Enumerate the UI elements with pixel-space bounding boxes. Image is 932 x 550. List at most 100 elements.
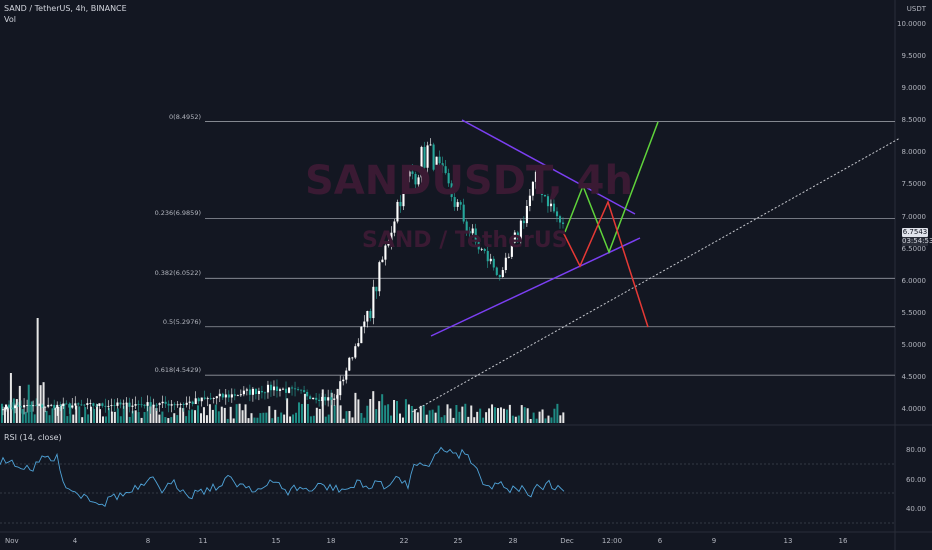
volume-bar: [259, 413, 262, 423]
dotted-support-trendline[interactable]: [411, 137, 901, 413]
volume-bar: [330, 392, 333, 423]
volume-bar: [559, 415, 562, 423]
volume-bar: [437, 405, 440, 423]
candle-body: [20, 406, 23, 408]
fib-level-label: 0.618(4.5429): [154, 366, 201, 375]
watermark-symbol: SANDUSDT, 4h: [305, 158, 633, 204]
candle-body: [275, 386, 279, 391]
candle-body: [339, 381, 342, 396]
volume-bar: [54, 407, 57, 423]
candle-body: [125, 402, 128, 404]
candle-body: [285, 388, 288, 393]
volume-bar: [173, 413, 176, 423]
volume-bar: [494, 407, 497, 423]
volume-bar: [455, 405, 458, 423]
candle-body: [158, 403, 161, 405]
candle-body: [504, 257, 507, 271]
candle-body: [134, 404, 137, 406]
volume-bar: [401, 417, 404, 423]
candle-body: [444, 166, 447, 174]
volume-bar: [256, 417, 259, 423]
candle-body: [152, 404, 155, 407]
volume-bar: [69, 403, 72, 423]
volume-bar: [214, 404, 217, 423]
triangle-upper-trendline[interactable]: [461, 119, 636, 215]
candle-body: [11, 407, 14, 409]
volume-bar: [164, 417, 167, 423]
candle-body: [101, 403, 104, 406]
symbol-title[interactable]: SAND / TetherUS, 4h, BINANCE: [4, 4, 127, 13]
candle-body: [429, 144, 432, 146]
time-tick: 18: [326, 537, 336, 545]
candle-body: [209, 398, 212, 400]
candle-body: [471, 228, 474, 234]
rsi-line: [0, 446, 565, 508]
volume-bar: [404, 399, 407, 423]
candle-body: [59, 404, 62, 406]
volume-bar: [18, 385, 21, 423]
volume-bar: [369, 398, 372, 423]
volume-bar: [158, 414, 161, 423]
volume-bar: [443, 415, 446, 423]
candle-body: [420, 146, 423, 178]
candle-body: [555, 211, 559, 217]
volume-bar: [134, 410, 137, 423]
candle-body: [513, 232, 516, 243]
volume-indicator-label[interactable]: Vol: [4, 15, 16, 24]
fibonacci-levels[interactable]: [205, 121, 895, 376]
volume-bar: [407, 404, 410, 423]
candle-body: [206, 398, 209, 400]
volume-bar: [348, 411, 351, 423]
candle-body: [354, 346, 357, 358]
triangle-lower-trendline[interactable]: [430, 237, 641, 337]
volume-bar: [345, 411, 348, 423]
volume-bar: [15, 399, 18, 423]
volume-bar: [298, 402, 300, 423]
volume-bar: [167, 418, 170, 423]
volume-bar: [3, 407, 6, 423]
candle-body: [215, 396, 218, 399]
volume-bar: [292, 414, 295, 423]
candle-body: [327, 397, 330, 401]
candle-body: [263, 392, 267, 394]
candle-body: [74, 403, 77, 406]
candle-body: [291, 387, 294, 389]
bullish-projection-path[interactable]: [564, 121, 659, 255]
candle-body: [381, 259, 384, 263]
volume-bar: [182, 408, 185, 423]
candle-body: [540, 184, 544, 195]
volume-bar: [295, 412, 298, 423]
candle-body: [525, 206, 528, 224]
fib-level-label: 0(8.4952): [169, 112, 201, 121]
candle-body: [468, 231, 471, 234]
candle-body: [35, 405, 38, 407]
fib-level-label: 0.382(6.0522): [154, 269, 201, 278]
candle-body: [366, 311, 369, 322]
bearish-projection-path[interactable]: [562, 199, 649, 328]
time-tick: 8: [145, 537, 151, 545]
volume-bar: [60, 404, 63, 423]
volume-bar: [363, 417, 366, 423]
candle-body: [245, 389, 248, 391]
rsi-indicator-label[interactable]: RSI (14, close): [4, 433, 62, 442]
volume-bar: [315, 407, 318, 423]
volume-bar: [283, 414, 286, 423]
candle-body: [321, 396, 324, 402]
candle-body: [297, 389, 300, 390]
candle-body: [281, 388, 285, 390]
candle-body: [411, 171, 414, 174]
candle-body: [77, 403, 80, 405]
volume-bar: [107, 407, 110, 423]
volume-bar: [185, 416, 188, 423]
volume-bar: [309, 416, 312, 423]
candle-body: [83, 404, 86, 406]
volume-bar: [485, 412, 488, 423]
volume-bar: [452, 417, 455, 423]
current-price-tag: 6.7543: [902, 228, 928, 237]
volume-bar: [491, 404, 494, 423]
candle-body: [23, 405, 26, 408]
volume-bar: [550, 417, 553, 423]
volume-bar: [232, 418, 235, 423]
volume-bar: [312, 415, 315, 423]
